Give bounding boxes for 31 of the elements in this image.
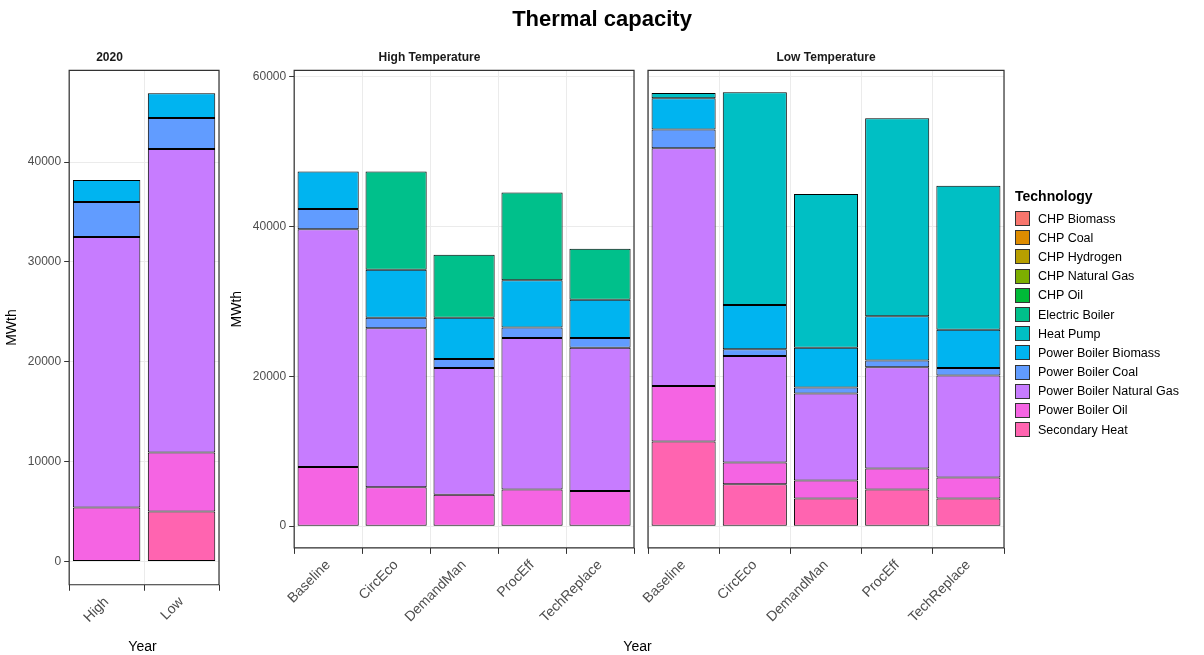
legend-label: Power Boiler Biomass — [1038, 345, 1161, 360]
legend-label: CHP Hydrogen — [1038, 249, 1122, 264]
legend-label: CHP Oil — [1038, 288, 1083, 303]
text: Heat Pump — [1038, 326, 1101, 341]
y-tick-label: 0 — [54, 553, 62, 568]
chart-title: Thermal capacity — [511, 6, 693, 32]
y-tick-label: 20000 — [252, 368, 287, 383]
chart-title: Low Temperature — [776, 49, 876, 64]
x-tick-label: Low — [156, 592, 188, 623]
chart-subtitle: High Temperature — [378, 49, 481, 64]
y-tick-label: 40000 — [252, 218, 287, 233]
chart-title: 2020 — [96, 49, 124, 64]
x-axis-title: Year — [622, 638, 653, 654]
legend-label: Power Boiler Oil — [1038, 403, 1128, 418]
y-tick-label: 0 — [279, 518, 287, 533]
y-tick-label: 40000 — [27, 154, 62, 169]
y-tick-label: 10000 — [27, 453, 62, 468]
legend-label: CHP Biomass — [1038, 211, 1116, 226]
legend-label: Power Boiler Natural Gas — [1038, 384, 1180, 399]
legend-label: Power Boiler Coal — [1038, 365, 1139, 380]
y-tick-label: 60000 — [252, 68, 287, 83]
legend-title: Technology — [1015, 188, 1094, 204]
y-axis-title: MWth — [228, 290, 245, 328]
legend-label: Secondary Heat — [1038, 422, 1128, 437]
legend-label: CHP Coal — [1038, 230, 1094, 245]
legend-label: Electric Boiler — [1038, 307, 1115, 322]
y-tick-label: 30000 — [27, 254, 62, 269]
y-tick-label: 20000 — [27, 354, 62, 369]
y-axis-title: MWth — [3, 309, 20, 346]
x-axis-title: Year — [127, 638, 158, 654]
legend-label: CHP Natural Gas — [1038, 269, 1135, 284]
